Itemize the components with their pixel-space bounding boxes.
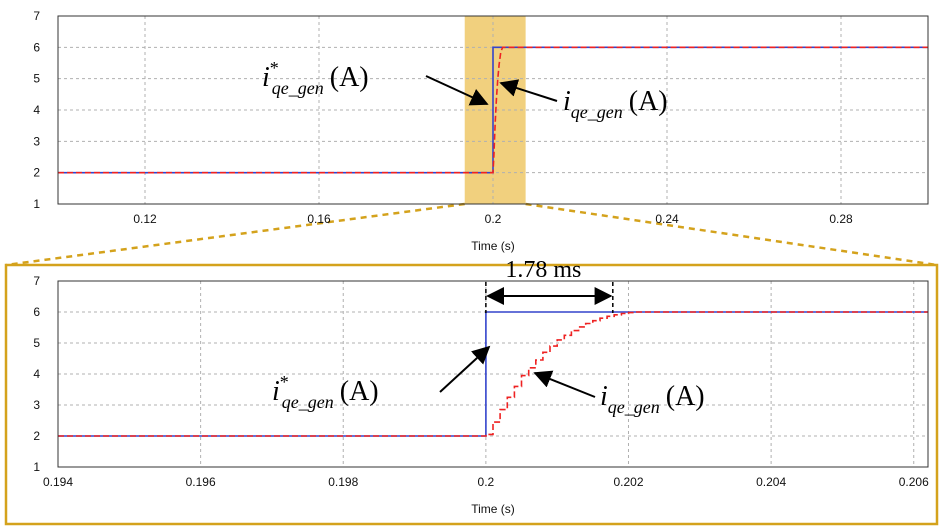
y-tick-label: 6 [33,305,40,319]
measured-current-line [58,46,928,174]
bottom-chart: 0.194 0.196 0.198 0.2 0.202 0.204 0.206 1 2 3 4 5 6… [33,274,929,516]
y-tick-label: 4 [33,103,40,117]
bottom-chart-series [58,311,928,437]
interval-label: 1.78 ms [505,257,581,283]
y-tick-label: 6 [33,40,40,54]
y-tick-label: 5 [33,72,40,86]
bottom-chart-grid [57,280,928,468]
y-tick-label: 4 [33,367,40,381]
x-tick-label: 0.28 [829,212,853,226]
bottom-measured-annotation: iqe_gen (A) [600,381,705,417]
top-reference-arrow [425,75,489,106]
top-measured-annotation: iqe_gen (A) [563,86,668,122]
x-tick-label: 0.206 [899,475,929,489]
y-tick-label: 5 [33,336,40,350]
bottom-chart-x-axis-label: Time (s) [471,502,515,516]
y-tick-label: 1 [33,460,40,474]
annotations: i* qe_gen (A) iqe_gen (A) 1.78 ms i* qe_gen(… [262,58,705,417]
x-tick-label: 0.2 [485,212,502,226]
top-measured-arrow [499,79,558,102]
x-tick-label: 0.2 [478,475,495,489]
zoom-detail-frame [4,263,939,526]
reference-current-line [58,311,928,437]
top-reference-annotation: i* qe_gen (A) [262,58,369,98]
zoom-frame-group [4,202,939,526]
top-chart: 0.12 0.16 0.2 0.24 0.28 1 2 3 4 5 6 7 Time (s) [33,9,929,253]
zoom-connector-right [525,202,938,267]
measured-current-line [58,311,928,437]
x-tick-label: 0.24 [655,212,679,226]
y-tick-label: 3 [33,398,40,412]
x-tick-label: 0.12 [133,212,157,226]
y-tick-label: 7 [33,274,40,288]
x-tick-label: 0.16 [307,212,331,226]
bottom-chart-y-ticks: 1 2 3 4 5 6 7 [33,274,40,474]
top-chart-y-ticks: 1 2 3 4 5 6 7 [33,9,40,211]
x-tick-label: 0.196 [186,475,216,489]
top-chart-plot-area [57,15,929,205]
bottom-reference-annotation: i* qe_gen (A) [272,372,379,412]
x-tick-label: 0.194 [43,475,73,489]
y-tick-label: 3 [33,134,40,148]
top-chart-series [58,46,928,174]
x-tick-label: 0.204 [756,475,786,489]
bottom-measured-arrow [533,370,596,398]
bottom-reference-arrow [439,345,491,393]
bottom-chart-x-ticks: 0.194 0.196 0.198 0.2 0.202 0.204 0.206 [43,475,929,489]
zoom-connector-left [5,202,465,267]
bottom-chart-plot-area [57,280,929,468]
y-tick-label: 1 [33,197,40,211]
top-chart-x-ticks: 0.12 0.16 0.2 0.24 0.28 [133,212,853,226]
top-chart-x-axis-label: Time (s) [471,239,515,253]
y-tick-label: 7 [33,9,40,23]
x-tick-label: 0.198 [328,475,358,489]
x-tick-label: 0.202 [613,475,643,489]
y-tick-label: 2 [33,429,40,443]
y-tick-label: 2 [33,166,40,180]
